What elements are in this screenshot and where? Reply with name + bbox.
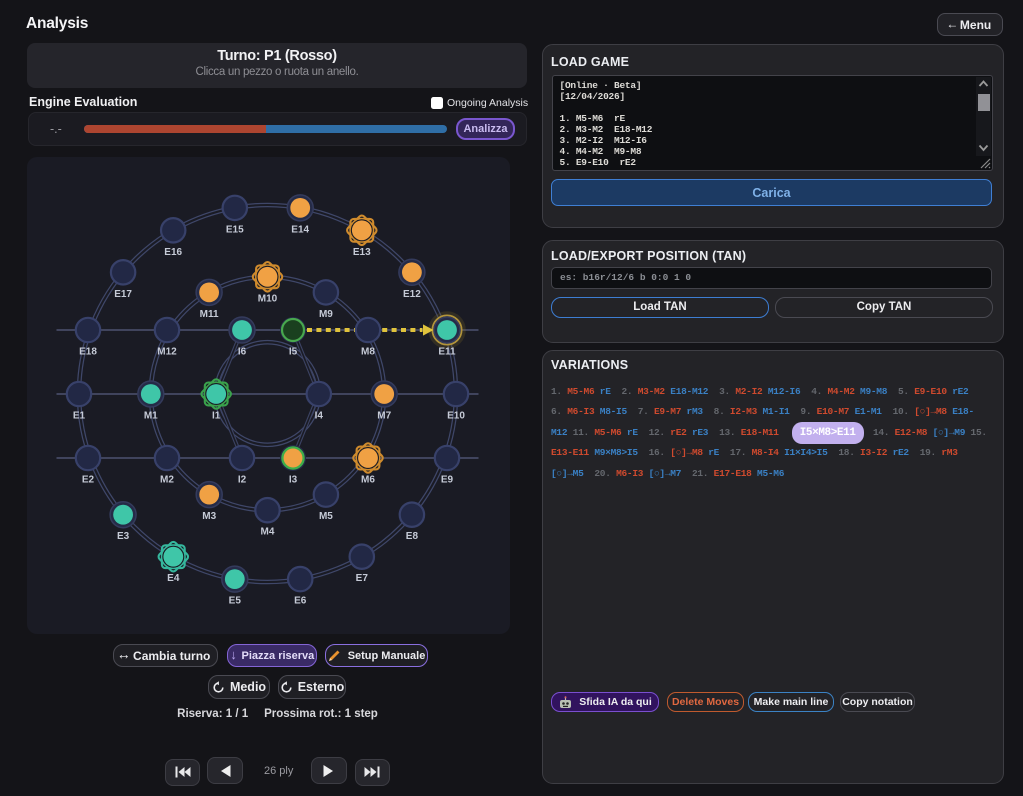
svg-text:I5: I5 [289, 347, 298, 358]
svg-text:E10: E10 [447, 411, 465, 422]
svg-text:E3: E3 [117, 531, 130, 542]
svg-text:E1: E1 [73, 411, 86, 422]
svg-text:I3: I3 [289, 475, 298, 486]
svg-text:E11: E11 [438, 347, 456, 358]
svg-text:M8: M8 [361, 347, 375, 358]
svg-text:M6: M6 [361, 475, 375, 486]
svg-text:I1: I1 [212, 411, 221, 422]
svg-text:M11: M11 [200, 309, 219, 320]
svg-text:M5: M5 [319, 511, 333, 522]
svg-text:I6: I6 [238, 347, 247, 358]
svg-text:M9: M9 [319, 309, 333, 320]
svg-text:M3: M3 [202, 511, 216, 522]
svg-text:E18: E18 [79, 347, 97, 358]
svg-text:E15: E15 [226, 224, 244, 235]
svg-text:E5: E5 [229, 596, 242, 607]
svg-text:E12: E12 [403, 289, 421, 300]
svg-text:E7: E7 [356, 573, 369, 584]
svg-text:E6: E6 [294, 596, 307, 607]
svg-text:M10: M10 [258, 293, 278, 304]
svg-text:E17: E17 [114, 289, 132, 300]
svg-text:E9: E9 [441, 475, 454, 486]
svg-text:E8: E8 [406, 531, 419, 542]
svg-text:M7: M7 [377, 411, 391, 422]
svg-text:M2: M2 [160, 475, 174, 486]
svg-text:E4: E4 [167, 573, 180, 584]
svg-text:I4: I4 [315, 411, 324, 422]
svg-text:I2: I2 [238, 475, 247, 486]
svg-text:E16: E16 [164, 247, 182, 258]
svg-text:M12: M12 [157, 347, 177, 358]
svg-text:E2: E2 [82, 475, 95, 486]
svg-text:E13: E13 [353, 247, 371, 258]
svg-text:M1: M1 [144, 411, 158, 422]
svg-text:E14: E14 [291, 224, 309, 235]
svg-text:M4: M4 [261, 527, 275, 538]
